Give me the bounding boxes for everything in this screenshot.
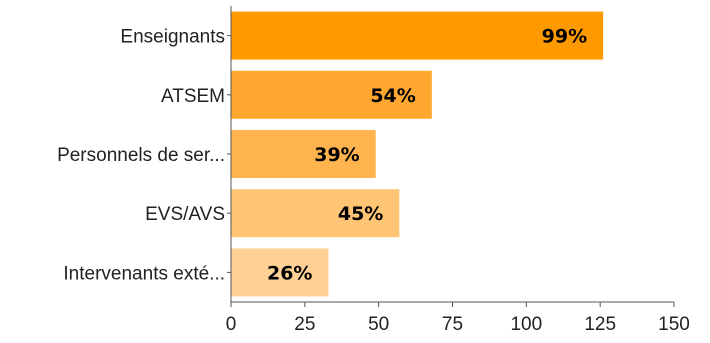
bar-2 xyxy=(231,70,432,119)
data-label-3: 39% xyxy=(314,144,359,166)
data-label-1: 99% xyxy=(542,26,587,48)
category-label-3: Personnels de ser... xyxy=(57,145,225,166)
bar-3 xyxy=(231,130,376,178)
x-tick-label-50: 50 xyxy=(368,314,389,335)
data-label-5: 26% xyxy=(267,262,312,284)
x-tick-label-100: 100 xyxy=(510,314,542,335)
category-label-4: EVS/AVS xyxy=(145,204,225,225)
category-labels: Enseignants ATSEM Personnels de ser... EVS/… xyxy=(57,27,225,285)
bar-group xyxy=(231,11,604,297)
x-tick-label-150: 150 xyxy=(658,314,690,335)
bar-1 xyxy=(231,11,604,60)
category-label-2: ATSEM xyxy=(161,86,225,107)
x-tick-label-75: 75 xyxy=(442,314,463,335)
x-tick-label-125: 125 xyxy=(584,314,616,335)
category-label-1: Enseignants xyxy=(120,27,225,48)
x-axis-ticks: 0 25 50 75 100 125 150 xyxy=(226,302,690,335)
data-label-2: 54% xyxy=(370,85,415,107)
data-label-4: 45% xyxy=(338,203,383,225)
bar-4 xyxy=(231,189,400,238)
bar-5 xyxy=(231,248,329,297)
data-labels: 99% 54% 39% 45% 26% xyxy=(267,26,587,285)
category-label-5: Intervenants exté... xyxy=(63,263,225,284)
x-tick-label-0: 0 xyxy=(226,314,237,335)
x-tick-label-25: 25 xyxy=(294,314,315,335)
